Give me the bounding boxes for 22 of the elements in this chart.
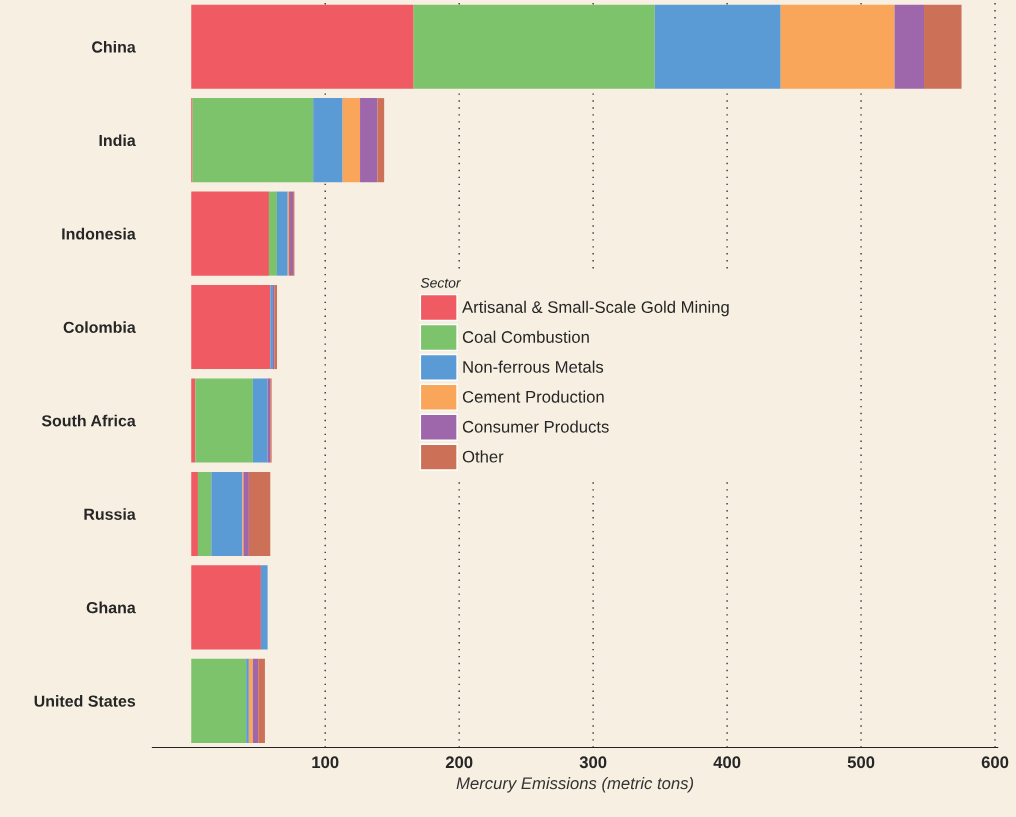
y-tick-label: Ghana (86, 601, 136, 614)
legend-label: Cement Production (462, 390, 604, 403)
x-tick-label: 400 (713, 756, 741, 769)
x-tick-label: 600 (981, 756, 1009, 769)
y-tick-label: Indonesia (62, 227, 136, 240)
x-tick-label: 500 (847, 756, 875, 769)
x-tick-label: 100 (312, 756, 339, 769)
y-tick-label: United States (34, 695, 136, 707)
legend-label: Other (462, 450, 504, 463)
legend-title: Sector (420, 277, 461, 288)
legend-label: Artisanal & Small-Scale Gold Mining (462, 300, 729, 317)
x-axis-title: Mercury Emissions (metric tons) (456, 776, 694, 793)
legend-label: Coal Combustion (462, 330, 589, 343)
legend-label: Consumer Products (462, 420, 609, 433)
y-tick-label: China (92, 40, 136, 53)
y-tick-label: South Africa (41, 414, 136, 427)
legend-label: Non-ferrous Metals (463, 360, 604, 373)
x-tick-label: 200 (445, 756, 473, 769)
x-tick-label: 300 (579, 756, 607, 769)
y-tick-label: Russia (84, 508, 136, 520)
y-tick-label: Colombia (63, 321, 136, 333)
y-tick-label: India (99, 134, 136, 147)
